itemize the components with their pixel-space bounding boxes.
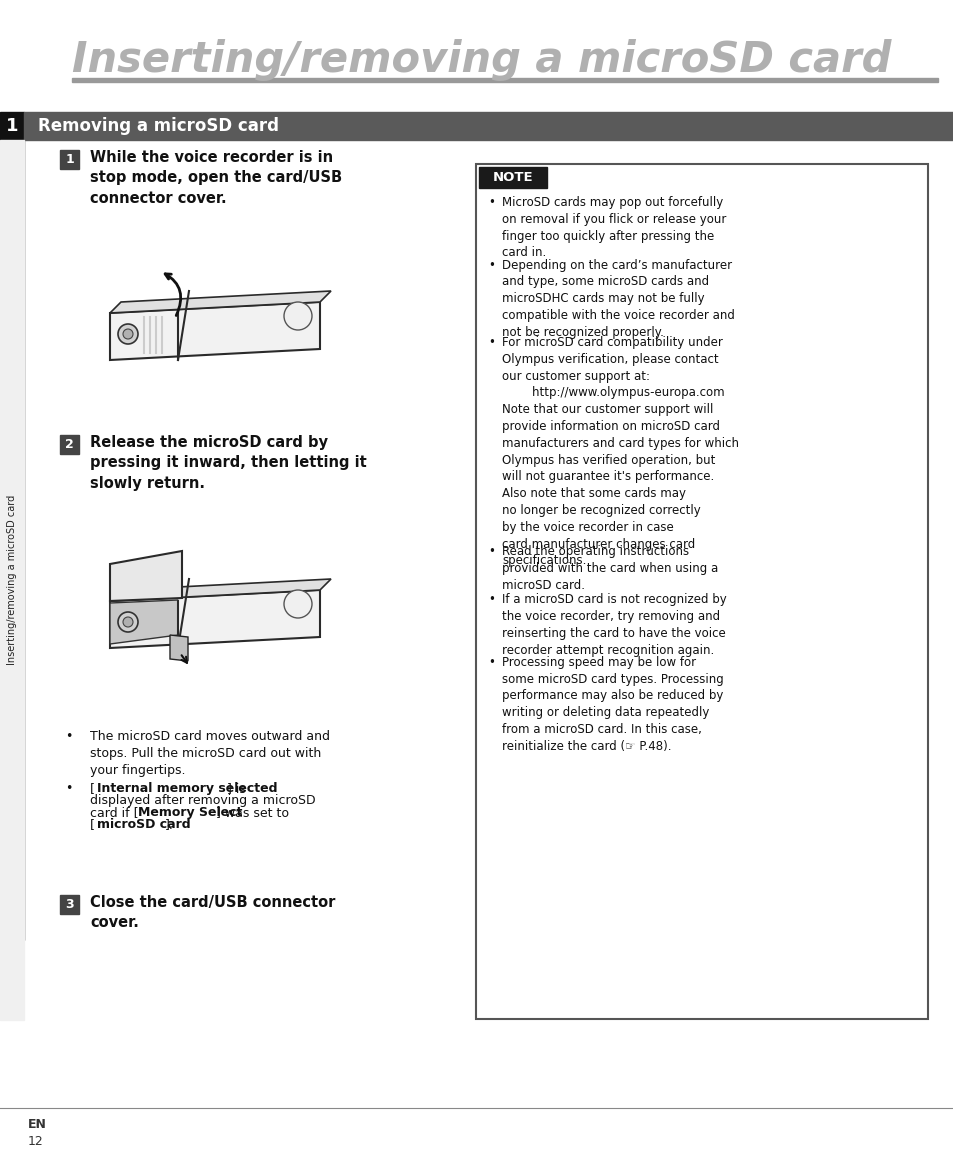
Text: 2: 2 [65, 438, 73, 450]
Text: •: • [488, 336, 495, 349]
Bar [0, 112, 24, 940]
Text: 1: 1 [65, 153, 73, 166]
Circle shape [118, 611, 138, 632]
Polygon shape [170, 635, 188, 661]
Text: [: [ [90, 819, 95, 831]
Text: If a microSD card is not recognized by
the voice recorder, try removing and
rein: If a microSD card is not recognized by t… [501, 593, 726, 657]
Text: Inserting/removing a microSD card: Inserting/removing a microSD card [71, 39, 890, 81]
Bar [60, 151, 79, 169]
Text: card if [: card if [ [90, 806, 138, 820]
Bar [478, 167, 546, 188]
Bar [60, 895, 79, 914]
Text: 1: 1 [6, 117, 18, 135]
Circle shape [284, 302, 312, 330]
Text: EN: EN [28, 1117, 47, 1131]
Polygon shape [110, 579, 331, 601]
Text: Processing speed may be low for
some microSD card types. Processing
performance : Processing speed may be low for some mic… [501, 655, 723, 753]
Text: •: • [488, 593, 495, 607]
Bar [71, 78, 937, 81]
Text: Release the microSD card by
pressing it inward, then letting it
slowly return.: Release the microSD card by pressing it … [90, 435, 366, 491]
Polygon shape [110, 589, 319, 648]
Text: MicroSD cards may pop out forcefully
on removal if you flick or release your
fin: MicroSD cards may pop out forcefully on … [501, 196, 725, 259]
Text: While the voice recorder is in
stop mode, open the card/USB
connector cover.: While the voice recorder is in stop mode… [90, 151, 342, 206]
Polygon shape [110, 291, 331, 313]
Text: The microSD card moves outward and
stops. Pull the microSD card out with
your fi: The microSD card moves outward and stops… [90, 730, 330, 777]
Text: microSD card: microSD card [97, 819, 191, 831]
Text: 3: 3 [65, 897, 73, 911]
Text: Memory Select: Memory Select [138, 806, 242, 820]
Bar [24, 112, 953, 140]
Text: For microSD card compatibility under
Olympus verification, please contact
our cu: For microSD card compatibility under Oly… [501, 336, 739, 567]
Text: •: • [488, 258, 495, 272]
Bar [0, 140, 24, 1020]
Text: •: • [488, 655, 495, 669]
Text: •: • [488, 545, 495, 558]
Text: Read the operating instructions
provided with the card when using a
microSD card: Read the operating instructions provided… [501, 545, 718, 592]
Text: ] was set to: ] was set to [215, 806, 289, 820]
Bar [60, 435, 79, 454]
Text: 12: 12 [28, 1135, 44, 1148]
Text: [: [ [90, 782, 95, 796]
Text: •: • [65, 782, 72, 796]
Circle shape [118, 324, 138, 344]
Text: displayed after removing a microSD: displayed after removing a microSD [90, 794, 315, 807]
Text: Depending on the card’s manufacturer
and type, some microSD cards and
microSDHC : Depending on the card’s manufacturer and… [501, 258, 734, 339]
Polygon shape [110, 551, 182, 601]
Text: Close the card/USB connector
cover.: Close the card/USB connector cover. [90, 895, 335, 930]
Polygon shape [110, 600, 178, 644]
Text: NOTE: NOTE [492, 171, 533, 184]
Circle shape [284, 589, 312, 618]
Polygon shape [110, 302, 319, 360]
Text: ].: ]. [165, 819, 173, 831]
Text: Inserting/removing a microSD card: Inserting/removing a microSD card [7, 494, 17, 665]
Text: Removing a microSD card: Removing a microSD card [38, 117, 278, 135]
Text: •: • [65, 730, 72, 743]
Text: Internal memory selected: Internal memory selected [97, 782, 277, 796]
Text: •: • [488, 196, 495, 208]
Circle shape [123, 329, 132, 339]
Text: ] is: ] is [227, 782, 246, 796]
Circle shape [123, 617, 132, 626]
Bar [476, 164, 927, 1019]
